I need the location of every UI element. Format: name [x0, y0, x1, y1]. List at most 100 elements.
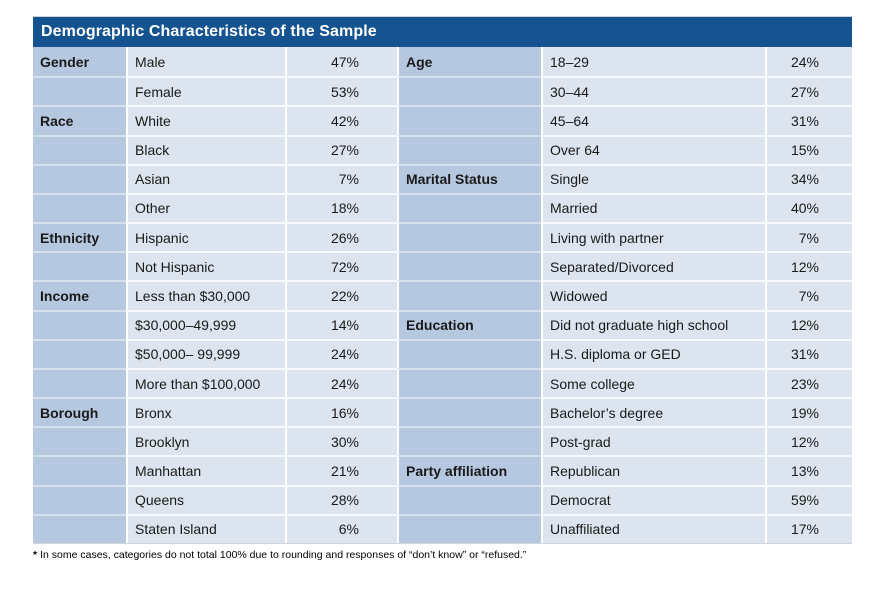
category-cell: [33, 134, 126, 164]
row-label: Not Hispanic: [135, 258, 215, 275]
category-cell: [33, 367, 126, 398]
row-value: 18%: [330, 200, 359, 217]
row-label: 45–64: [550, 112, 589, 129]
row-label-cell: Bachelor’s degree: [541, 397, 765, 427]
row-value-cell: 59%: [765, 484, 852, 514]
row-label-cell: Single: [541, 163, 765, 193]
footnote-asterisk: *: [33, 549, 38, 561]
row-value-cell: 7%: [765, 222, 852, 252]
category-cell: Marital Status: [397, 163, 541, 193]
category-cell: [33, 251, 126, 281]
row-value-cell: 53%: [285, 76, 397, 106]
row-value-cell: 24%: [285, 338, 397, 368]
row-label: $50,000– 99,999: [135, 346, 241, 363]
category-cell: [397, 397, 541, 427]
table-title-bar: Demographic Characteristics of the Sampl…: [33, 16, 852, 47]
category-cell: [397, 222, 541, 252]
category-cell: [33, 484, 126, 514]
row-value: 53%: [330, 83, 359, 100]
row-value: 23%: [790, 375, 819, 392]
row-value: 7%: [798, 287, 819, 304]
category-cell: Borough: [33, 397, 126, 427]
row-value: 6%: [338, 521, 359, 538]
table-left-half: Gender Male 47% Female 53% Race White 42% Black 2…: [33, 47, 397, 543]
category-cell: [33, 426, 126, 456]
row-label-cell: Manhattan: [126, 455, 285, 485]
category-cell: [33, 192, 126, 223]
category-cell: Gender: [33, 47, 126, 77]
row-label: White: [135, 112, 171, 129]
row-label-cell: Widowed: [541, 280, 765, 310]
row-label-cell: More than $100,000: [126, 367, 285, 398]
row-value: 15%: [790, 142, 819, 159]
row-label: Female: [135, 83, 182, 100]
row-label: H.S. diploma or GED: [550, 346, 681, 363]
row-value-cell: 17%: [765, 513, 852, 543]
category-cell: Age: [397, 47, 541, 77]
row-label-cell: 18–29: [541, 47, 765, 77]
row-label: Manhattan: [135, 463, 202, 480]
row-label-cell: Living with partner: [541, 222, 765, 252]
row-label-cell: Staten Island: [126, 513, 285, 543]
row-label-cell: Did not graduate high school: [541, 309, 765, 339]
row-label: Over 64: [550, 142, 600, 159]
row-value: 31%: [790, 346, 819, 363]
row-value: 7%: [338, 171, 359, 188]
row-value: 24%: [330, 346, 359, 363]
row-value-cell: 27%: [765, 76, 852, 106]
row-label: Post-grad: [550, 433, 611, 450]
row-value-cell: 31%: [765, 105, 852, 135]
table-title: Demographic Characteristics of the Sampl…: [41, 23, 377, 40]
row-label: Unaffiliated: [550, 521, 620, 538]
row-value-cell: 12%: [765, 426, 852, 456]
row-label: Married: [550, 200, 598, 217]
row-label: Queens: [135, 492, 185, 509]
row-label: Some college: [550, 375, 635, 392]
row-label-cell: Black: [126, 134, 285, 164]
category-cell: [33, 513, 126, 543]
row-value-cell: 28%: [285, 484, 397, 514]
row-value: 47%: [330, 53, 359, 70]
category-cell: [397, 76, 541, 106]
row-label-cell: Republican: [541, 455, 765, 485]
row-label-cell: Unaffiliated: [541, 513, 765, 543]
row-label-cell: Queens: [126, 484, 285, 514]
row-value: 24%: [790, 53, 819, 70]
category-cell: [33, 163, 126, 193]
table-body: Gender Male 47% Female 53% Race White 42% Black 2…: [33, 47, 852, 544]
row-label: Did not graduate high school: [550, 317, 729, 334]
row-value: 26%: [330, 229, 359, 246]
category-cell: Ethnicity: [33, 222, 126, 252]
row-label: Black: [135, 142, 170, 159]
row-value-cell: 6%: [285, 513, 397, 543]
row-value-cell: 31%: [765, 338, 852, 368]
row-value: 22%: [330, 287, 359, 304]
row-label: Less than $30,000: [135, 287, 251, 304]
row-label-cell: $50,000– 99,999: [126, 338, 285, 368]
row-label-cell: Male: [126, 47, 285, 77]
row-label-cell: Asian: [126, 163, 285, 193]
category-label: Party affiliation: [406, 463, 508, 480]
row-value: 42%: [330, 112, 359, 129]
row-value: 12%: [790, 317, 819, 334]
row-label-cell: Post-grad: [541, 426, 765, 456]
row-label: Separated/Divorced: [550, 258, 674, 275]
category-cell: [397, 251, 541, 281]
row-label: Democrat: [550, 492, 611, 509]
row-value-cell: 14%: [285, 309, 397, 339]
row-value-cell: 12%: [765, 251, 852, 281]
category-label: Gender: [40, 53, 90, 70]
row-value-cell: 34%: [765, 163, 852, 193]
category-cell: Race: [33, 105, 126, 135]
row-label-cell: Less than $30,000: [126, 280, 285, 310]
row-label-cell: Over 64: [541, 134, 765, 164]
row-value: 12%: [790, 258, 819, 275]
row-value: 27%: [330, 142, 359, 159]
row-value-cell: 24%: [765, 47, 852, 77]
category-cell: Education: [397, 309, 541, 339]
row-label: Hispanic: [135, 229, 189, 246]
row-value-cell: 72%: [285, 251, 397, 281]
row-value-cell: 24%: [285, 367, 397, 398]
row-label: Living with partner: [550, 229, 664, 246]
category-label: Education: [406, 317, 474, 334]
